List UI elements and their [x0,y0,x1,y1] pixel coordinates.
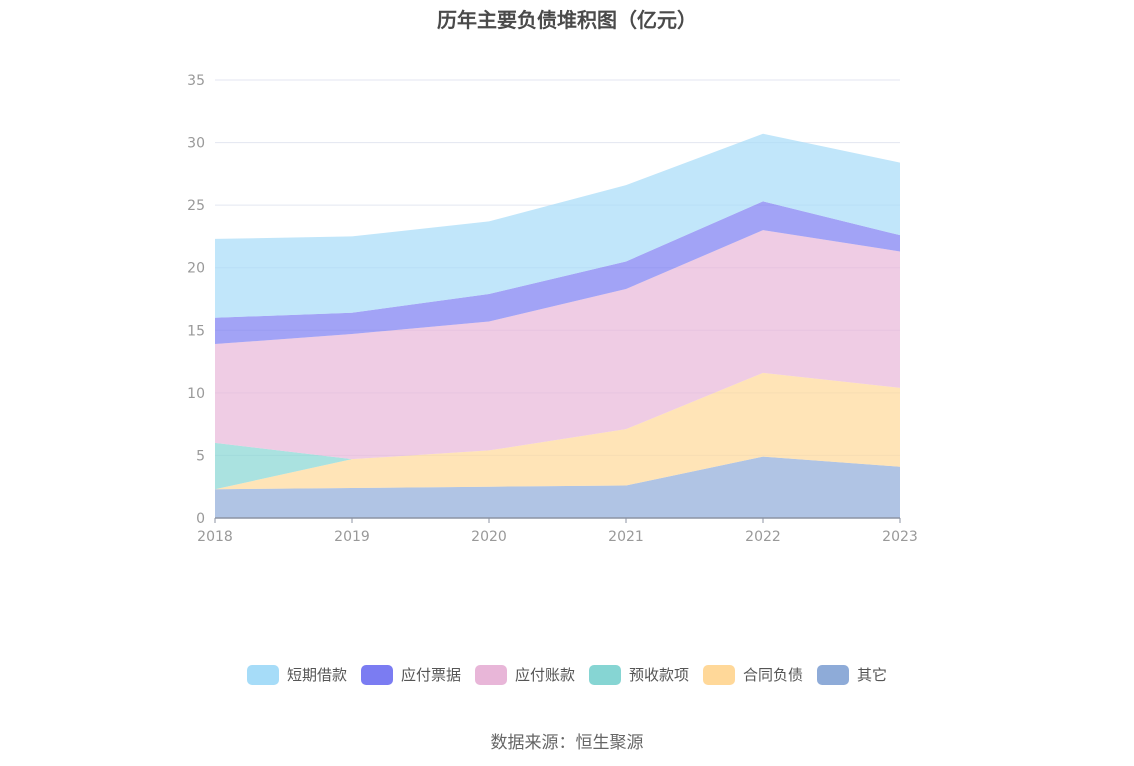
legend-label: 应付票据 [400,666,461,684]
legend-label: 其它 [857,666,888,684]
legend-item[interactable]: 短期借款 [246,664,347,685]
legend-swatch [817,664,850,685]
legend-label: 应付账款 [514,666,575,684]
stacked-area-chart: 0 5 10 15 20 25 30 35 2018 2019 2020 2021 2022 2023 [187,73,918,545]
legend-swatch [360,664,393,685]
y-tick-label: 10 [187,386,205,402]
y-tick-label: 20 [187,261,205,277]
chart-title: 历年主要负债堆积图（亿元） [437,8,697,32]
x-tick-label: 2021 [608,529,644,545]
area-合同负债 [215,372,900,490]
area-series [215,133,900,518]
area-应付账款 [215,230,900,460]
legend-item[interactable]: 应付账款 [474,664,575,685]
x-tick-label: 2018 [197,529,233,545]
x-tick-label: 2022 [745,529,781,545]
legend-swatch [703,664,736,685]
legend-item[interactable]: 应付票据 [360,664,461,685]
y-tick-label: 35 [187,73,205,89]
legend-item[interactable]: 其它 [817,664,887,685]
area-短期借款 [215,133,900,318]
y-tick-label: 30 [187,136,205,152]
y-tick-label: 5 [196,448,205,464]
x-tick-label: 2020 [471,529,507,545]
legend-swatch [474,664,507,685]
x-tick-label: 2019 [334,529,370,545]
y-tick-label: 15 [187,323,205,339]
x-tick-label: 2023 [882,529,918,545]
axes: 0 5 10 15 20 25 30 35 2018 2019 2020 2021 2022 2023 [187,73,918,545]
legend-swatch [589,664,621,685]
legend-item[interactable]: 预收款项 [589,664,689,685]
legend-label: 短期借款 [286,666,347,684]
legend-item[interactable]: 合同负债 [703,664,803,685]
y-tick-label: 0 [196,511,205,527]
y-tick-label: 25 [187,198,205,214]
legend-swatch [246,664,279,685]
legend-label: 合同负债 [743,666,804,684]
area-应付票据 [215,201,900,345]
legend-label: 预收款项 [629,666,690,684]
data-source-note: 数据来源：恒生聚源 [490,733,644,753]
chart-legend: 短期借款 应付票据 应付账款 预收款项 合同负债 其它 [0,664,1134,685]
area-其它 [215,456,900,518]
